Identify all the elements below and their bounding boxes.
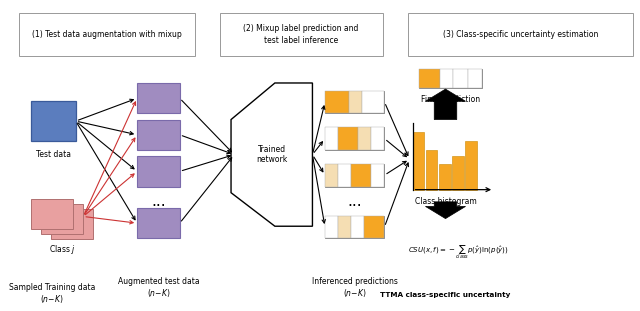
Text: ···: ··· — [348, 199, 362, 214]
FancyBboxPatch shape — [426, 150, 437, 190]
FancyBboxPatch shape — [419, 69, 481, 88]
FancyBboxPatch shape — [137, 83, 180, 114]
Text: Test data: Test data — [36, 150, 70, 159]
FancyBboxPatch shape — [325, 164, 338, 187]
FancyBboxPatch shape — [19, 13, 195, 56]
Text: Class histogram: Class histogram — [415, 197, 476, 206]
FancyBboxPatch shape — [325, 127, 338, 150]
FancyBboxPatch shape — [439, 164, 451, 190]
FancyBboxPatch shape — [51, 209, 93, 239]
FancyBboxPatch shape — [364, 216, 385, 239]
Text: ···: ··· — [151, 199, 166, 214]
FancyBboxPatch shape — [362, 91, 385, 114]
FancyBboxPatch shape — [358, 127, 371, 150]
FancyBboxPatch shape — [220, 13, 383, 56]
Text: Class $j$: Class $j$ — [49, 243, 76, 256]
Text: $CSU(x,f) = -\sum_{class} p(\hat{y})\ln(p(\hat{y}))$: $CSU(x,f) = -\sum_{class} p(\hat{y})\ln(… — [408, 243, 508, 261]
Polygon shape — [231, 83, 312, 226]
FancyBboxPatch shape — [351, 216, 364, 239]
Text: (3) Class-specific uncertainty estimation: (3) Class-specific uncertainty estimatio… — [443, 30, 598, 39]
FancyBboxPatch shape — [325, 91, 349, 114]
FancyBboxPatch shape — [349, 91, 362, 114]
FancyBboxPatch shape — [419, 69, 440, 88]
FancyBboxPatch shape — [452, 156, 463, 190]
FancyBboxPatch shape — [351, 164, 371, 187]
Text: (1) Test data augmentation with mixup: (1) Test data augmentation with mixup — [32, 30, 182, 39]
FancyBboxPatch shape — [41, 204, 83, 234]
Text: Trained
network: Trained network — [256, 145, 287, 164]
Text: TTMA class-specific uncertainty: TTMA class-specific uncertainty — [380, 292, 511, 298]
FancyBboxPatch shape — [325, 127, 385, 150]
FancyBboxPatch shape — [325, 216, 385, 239]
FancyBboxPatch shape — [371, 164, 385, 187]
FancyBboxPatch shape — [465, 141, 477, 190]
FancyBboxPatch shape — [137, 208, 180, 239]
FancyBboxPatch shape — [453, 69, 468, 88]
FancyBboxPatch shape — [325, 164, 385, 187]
FancyBboxPatch shape — [325, 91, 385, 114]
FancyBboxPatch shape — [338, 164, 351, 187]
FancyBboxPatch shape — [137, 119, 180, 150]
FancyBboxPatch shape — [413, 132, 424, 190]
Text: Augmented test data
$(n$−$K)$: Augmented test data $(n$−$K)$ — [118, 276, 199, 299]
FancyBboxPatch shape — [31, 101, 76, 141]
FancyBboxPatch shape — [31, 199, 73, 229]
FancyBboxPatch shape — [325, 216, 338, 239]
FancyBboxPatch shape — [468, 69, 481, 88]
FancyBboxPatch shape — [137, 156, 180, 187]
Polygon shape — [426, 202, 465, 219]
FancyBboxPatch shape — [408, 13, 633, 56]
Text: Final prediction: Final prediction — [420, 95, 480, 104]
Text: (2) Mixup label prediction and
test label inference: (2) Mixup label prediction and test labe… — [243, 24, 359, 44]
FancyBboxPatch shape — [371, 127, 385, 150]
Polygon shape — [426, 89, 465, 119]
FancyBboxPatch shape — [338, 216, 351, 239]
Text: Sampled Training data
$(n$−$K)$: Sampled Training data $(n$−$K)$ — [9, 283, 95, 305]
FancyBboxPatch shape — [440, 69, 453, 88]
FancyBboxPatch shape — [338, 127, 358, 150]
Text: Inferenced predictions
$(n$−$K)$: Inferenced predictions $(n$−$K)$ — [312, 276, 397, 299]
